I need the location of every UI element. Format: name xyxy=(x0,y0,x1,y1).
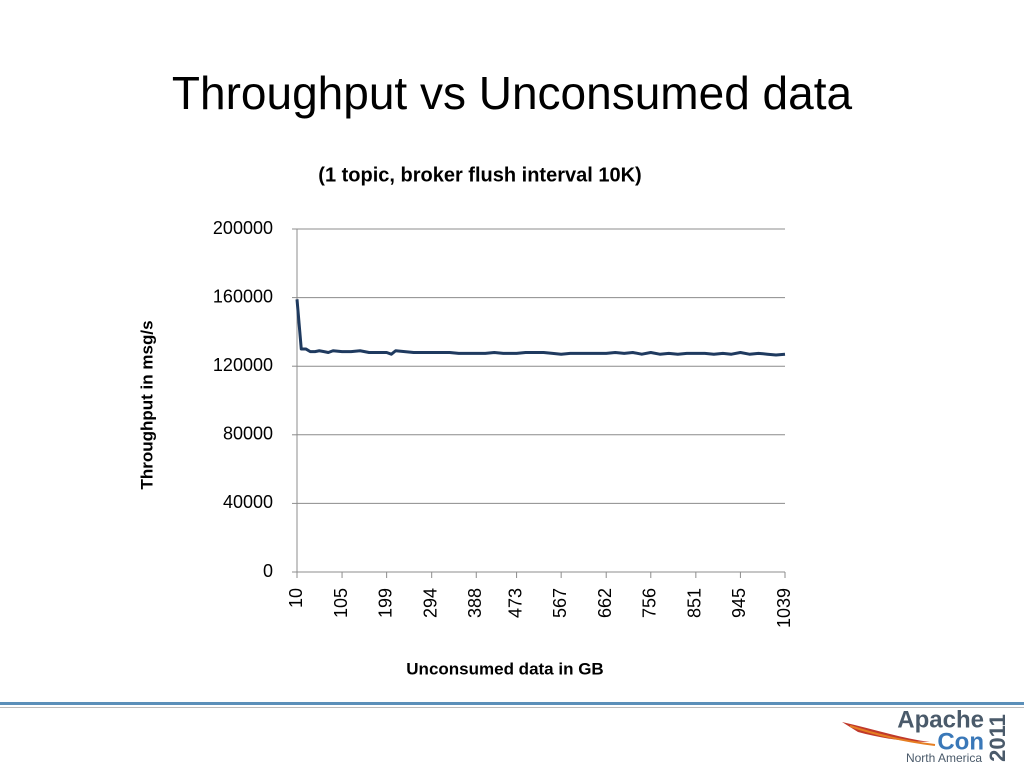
y-tick-label: 80000 xyxy=(223,424,273,444)
data-line xyxy=(295,299,786,357)
y-tick-label: 160000 xyxy=(213,286,273,306)
x-tick-label: 567 xyxy=(550,588,570,618)
logo-apache: Apache xyxy=(897,706,984,733)
x-tick-label: 294 xyxy=(420,588,440,618)
logo-con: Con xyxy=(937,728,984,755)
x-tick-label: 388 xyxy=(465,588,485,618)
x-tick-label: 10 xyxy=(286,588,306,608)
footer-rule-thin xyxy=(0,707,1024,708)
y-tick-label: 40000 xyxy=(223,492,273,512)
x-tick-label: 1039 xyxy=(774,588,794,628)
x-tick-label: 662 xyxy=(595,588,615,618)
y-tick-label: 0 xyxy=(263,561,273,581)
footer-rule xyxy=(0,702,1024,705)
x-tick-label: 851 xyxy=(685,588,705,618)
logo-feather-line xyxy=(849,725,936,746)
x-tick-label: 756 xyxy=(640,588,660,618)
y-tick-label: 120000 xyxy=(213,355,273,375)
logo-feather xyxy=(842,722,930,742)
logo-region: North America xyxy=(906,751,982,765)
x-tick-label: 945 xyxy=(729,588,749,618)
x-axis-label: Unconsumed data in GB xyxy=(406,659,603,678)
y-axis-label: Throughput in msg/s xyxy=(137,320,156,489)
x-tick-label: 199 xyxy=(375,588,395,618)
y-tick-label: 200000 xyxy=(213,218,273,238)
logo-year: 2011 xyxy=(985,714,1010,762)
chart-title: (1 topic, broker flush interval 10K) xyxy=(318,164,641,186)
x-tick-label: 473 xyxy=(505,588,525,618)
x-tick-label: 105 xyxy=(331,588,351,618)
slide-title: Throughput vs Unconsumed data xyxy=(172,67,853,119)
